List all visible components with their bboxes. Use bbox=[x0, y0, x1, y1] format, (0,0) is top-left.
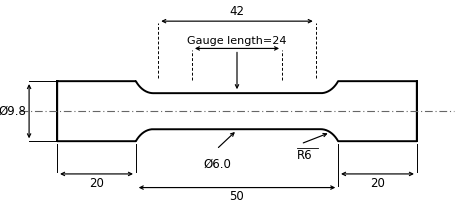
Text: 20: 20 bbox=[89, 177, 104, 190]
Text: R6: R6 bbox=[297, 149, 312, 162]
Text: Ø9.8: Ø9.8 bbox=[0, 105, 26, 118]
Text: 20: 20 bbox=[370, 177, 385, 190]
Text: 50: 50 bbox=[229, 190, 245, 203]
Text: Gauge length=24: Gauge length=24 bbox=[187, 36, 287, 46]
Text: 42: 42 bbox=[229, 5, 245, 18]
Text: Ø6.0: Ø6.0 bbox=[203, 158, 231, 171]
